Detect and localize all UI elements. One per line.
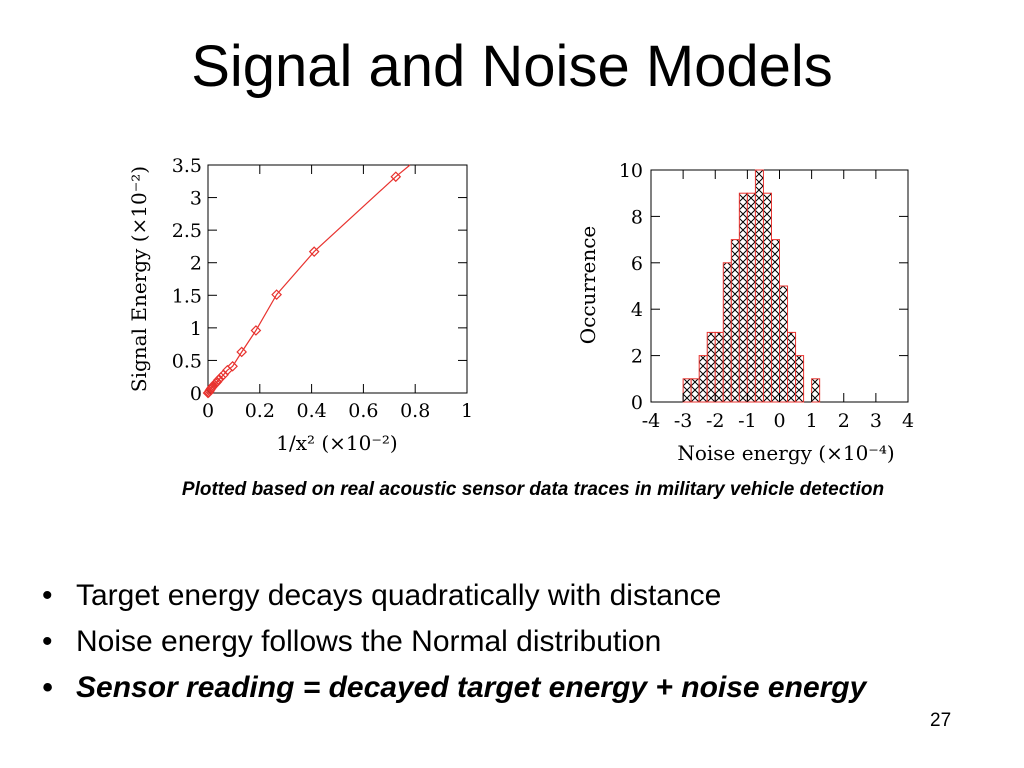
x-tick-label: 0 bbox=[202, 400, 214, 422]
x-tick-label: 2 bbox=[838, 410, 850, 432]
y-tick-label: 2 bbox=[190, 253, 202, 275]
data-point-marker bbox=[236, 346, 248, 358]
histogram-bar bbox=[682, 378, 692, 403]
x-tick-label: 4 bbox=[902, 410, 914, 432]
y-tick-label: 2.5 bbox=[172, 220, 202, 242]
bullet-item-emphasis: Sensor reading = decayed target energy +… bbox=[42, 665, 866, 711]
data-point-marker bbox=[215, 372, 227, 383]
chart-caption: Plotted based on real acoustic sensor da… bbox=[181, 479, 885, 500]
data-point-marker bbox=[250, 325, 262, 336]
y-tick-label: 0 bbox=[190, 383, 202, 405]
x-tick-label: 0.8 bbox=[400, 400, 430, 422]
bullet-item: Target energy decays quadratically with … bbox=[42, 573, 866, 619]
slide-number: 27 bbox=[930, 710, 952, 731]
x-tick-label: 1 bbox=[461, 400, 473, 422]
x-tick-label: -1 bbox=[738, 410, 757, 432]
y-tick-label: 6 bbox=[631, 253, 643, 275]
histogram-bar bbox=[730, 239, 740, 403]
signal-series-line bbox=[207, 164, 411, 394]
histogram-bar bbox=[698, 355, 708, 403]
signal-energy-chart: 0 0.2 0.4 0.6 0.8 1 0 0.5 1 1.5 2 2.5 3 3.5 1/x² (×10… bbox=[127, 155, 473, 455]
signal-y-axis-label: Signal Energy (×10⁻²) bbox=[127, 166, 151, 392]
histogram-bar bbox=[811, 378, 821, 403]
data-point-marker bbox=[213, 374, 224, 386]
histogram-bar bbox=[722, 262, 732, 403]
histogram-bar bbox=[754, 169, 764, 403]
y-tick-label: 0.5 bbox=[172, 350, 202, 372]
y-tick-label: 1 bbox=[190, 318, 202, 340]
data-point-marker bbox=[308, 246, 320, 257]
y-tick-label: 2 bbox=[631, 346, 643, 368]
x-tick-label: -4 bbox=[642, 410, 661, 432]
x-tick-label: -3 bbox=[674, 410, 693, 432]
histogram-bar bbox=[787, 331, 797, 403]
histogram-bar bbox=[690, 378, 700, 403]
bullet-item: Noise energy follows the Normal distribu… bbox=[42, 619, 866, 665]
slide-title: Signal and Noise Models bbox=[191, 34, 833, 99]
noise-y-axis-label: Occurrence bbox=[576, 226, 600, 345]
x-tick-label: 3 bbox=[870, 410, 882, 432]
bullet-list: Target energy decays quadratically with … bbox=[42, 573, 866, 711]
y-tick-label: 3 bbox=[190, 188, 202, 210]
y-tick-label: 8 bbox=[631, 206, 643, 228]
data-point-marker bbox=[227, 360, 238, 372]
histogram-bar bbox=[706, 331, 716, 403]
histogram-bar bbox=[746, 192, 756, 403]
y-tick-label: 1.5 bbox=[172, 285, 202, 307]
data-point-marker bbox=[390, 171, 402, 183]
y-tick-label: 0 bbox=[631, 392, 643, 414]
x-tick-label: 0 bbox=[773, 410, 785, 432]
x-tick-label: -2 bbox=[706, 410, 725, 432]
y-tick-label: 3.5 bbox=[172, 155, 202, 177]
signal-plot-frame bbox=[207, 164, 468, 394]
histogram-bar bbox=[738, 192, 748, 403]
histogram-bar bbox=[762, 192, 772, 403]
histogram-bar bbox=[770, 239, 780, 403]
x-tick-label: 0.2 bbox=[245, 400, 275, 422]
y-tick-label: 4 bbox=[631, 299, 643, 321]
histogram-bar bbox=[714, 331, 724, 403]
signal-x-axis-label: 1/x² (×10⁻²) bbox=[276, 431, 398, 455]
histogram-bar bbox=[779, 285, 789, 403]
x-tick-label: 0.6 bbox=[348, 400, 378, 422]
histogram-bar bbox=[795, 355, 805, 403]
y-tick-label: 10 bbox=[619, 160, 643, 182]
x-tick-label: 0.4 bbox=[296, 400, 326, 422]
x-tick-label: 1 bbox=[806, 410, 818, 432]
noise-x-axis-label: Noise energy (×10⁻⁴) bbox=[677, 441, 894, 465]
data-point-marker bbox=[271, 289, 282, 300]
